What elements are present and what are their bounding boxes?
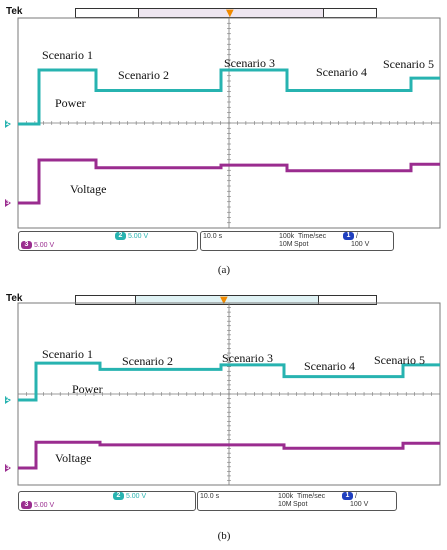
voltage-label: Voltage — [70, 182, 107, 196]
spot-label: Spot — [293, 501, 308, 508]
voltage-trace — [18, 440, 440, 470]
sample-rate: 100k — [278, 493, 294, 500]
power-trace — [18, 361, 440, 402]
trigger-level: 100 V — [350, 501, 369, 508]
scope-panel-a: Tek ▼ 2 3 Scenario 1 Scenario 2 Scenario… — [5, 6, 441, 276]
trigger-channel-chip: 1 — [343, 232, 354, 240]
scenario-5-label: Scenario 5 — [383, 57, 434, 71]
scenario-3-label: Scenario 3 — [222, 351, 273, 365]
voltage-label: Voltage — [55, 451, 92, 465]
trigger-level: 100 V — [351, 241, 370, 248]
ch3-ground-marker — [5, 199, 11, 207]
channel-scale-box: 2 5.00 V 3 5.00 V — [18, 231, 198, 251]
scenario-2-label: Scenario 2 — [122, 354, 173, 368]
ch3-scale-group: 3 5.00 V — [21, 241, 54, 249]
time-unit: Time/sec — [298, 233, 327, 240]
scenario-1-label: Scenario 1 — [42, 347, 93, 361]
scenario-5-label: Scenario 5 — [374, 353, 425, 367]
power-trace — [18, 68, 440, 126]
record-view-window — [135, 295, 319, 305]
ch2-marker-label: 2 — [6, 397, 10, 403]
ch2-scale-group: 2 5.00 V — [115, 232, 148, 240]
ch3-scale: 5.00 V — [33, 501, 55, 509]
ch2-chip: 2 — [115, 232, 126, 240]
brand-logo: Tek — [6, 293, 23, 304]
scenario-4-label: Scenario 4 — [316, 65, 367, 79]
power-label: Power — [72, 382, 103, 396]
ch2-ground-marker — [5, 120, 11, 128]
trigger-slope: / — [354, 492, 357, 500]
waveform-display — [17, 302, 441, 486]
time-per-div: 10.0 s — [200, 493, 220, 500]
ch2-chip: 2 — [113, 492, 124, 500]
scenario-2-label: Scenario 2 — [118, 68, 169, 82]
trigger-channel-chip: 1 — [342, 492, 353, 500]
ch3-chip: 3 — [21, 501, 32, 509]
timebase-box: 10.0 s 100k Time/sec 1 / 10M Spot 100 V — [200, 231, 394, 251]
waveform-display — [17, 17, 441, 229]
scenario-1-label: Scenario 1 — [42, 48, 93, 62]
ch2-scale-group: 2 5.00 V — [113, 492, 146, 500]
scope-panel-b: Tek ▼ 2 3 Scenario 1 Scenario 2 Scenario… — [0, 283, 447, 550]
channel-scale-box: 2 5.00 V 3 5.00 V — [18, 491, 196, 511]
ch2-scale: 5.00 V — [125, 492, 147, 500]
record-length: 10M — [279, 241, 293, 248]
graticule — [17, 302, 441, 486]
spot-label: Spot — [294, 241, 309, 248]
caption-a: (a) — [217, 264, 231, 276]
voltage-trace — [18, 158, 440, 205]
timebase-box: 10.0 s 100k Time/sec 1 / 10M Spot 100 V — [197, 491, 397, 511]
ch2-ground-marker — [5, 396, 11, 404]
brand-logo: Tek — [6, 6, 23, 17]
scenario-3-label: Scenario 3 — [224, 56, 275, 70]
record-view-bar — [75, 295, 377, 305]
trigger-group: 1 / — [343, 232, 358, 240]
ch3-chip: 3 — [21, 241, 32, 249]
record-length: 10M — [278, 501, 292, 508]
scenario-4-label: Scenario 4 — [304, 359, 355, 373]
ch3-ground-marker — [5, 464, 11, 472]
ch2-marker-label: 2 — [6, 121, 10, 127]
trigger-position-icon: ▼ — [226, 8, 234, 19]
power-label: Power — [55, 96, 86, 110]
ch2-scale: 5.00 V — [127, 232, 149, 240]
ch3-scale-group: 3 5.00 V — [21, 501, 54, 509]
ch3-scale: 5.00 V — [33, 241, 55, 249]
ch3-marker-label: 3 — [6, 200, 10, 206]
sample-rate: 100k — [279, 233, 295, 240]
trigger-slope: / — [355, 232, 358, 240]
trigger-group: 1 / — [342, 492, 357, 500]
ch3-marker-label: 3 — [6, 465, 10, 471]
time-per-div: 10.0 s — [203, 233, 223, 240]
trigger-position-icon: ▼ — [220, 295, 228, 306]
time-unit: Time/sec — [297, 493, 326, 500]
caption-b: (b) — [217, 530, 231, 542]
